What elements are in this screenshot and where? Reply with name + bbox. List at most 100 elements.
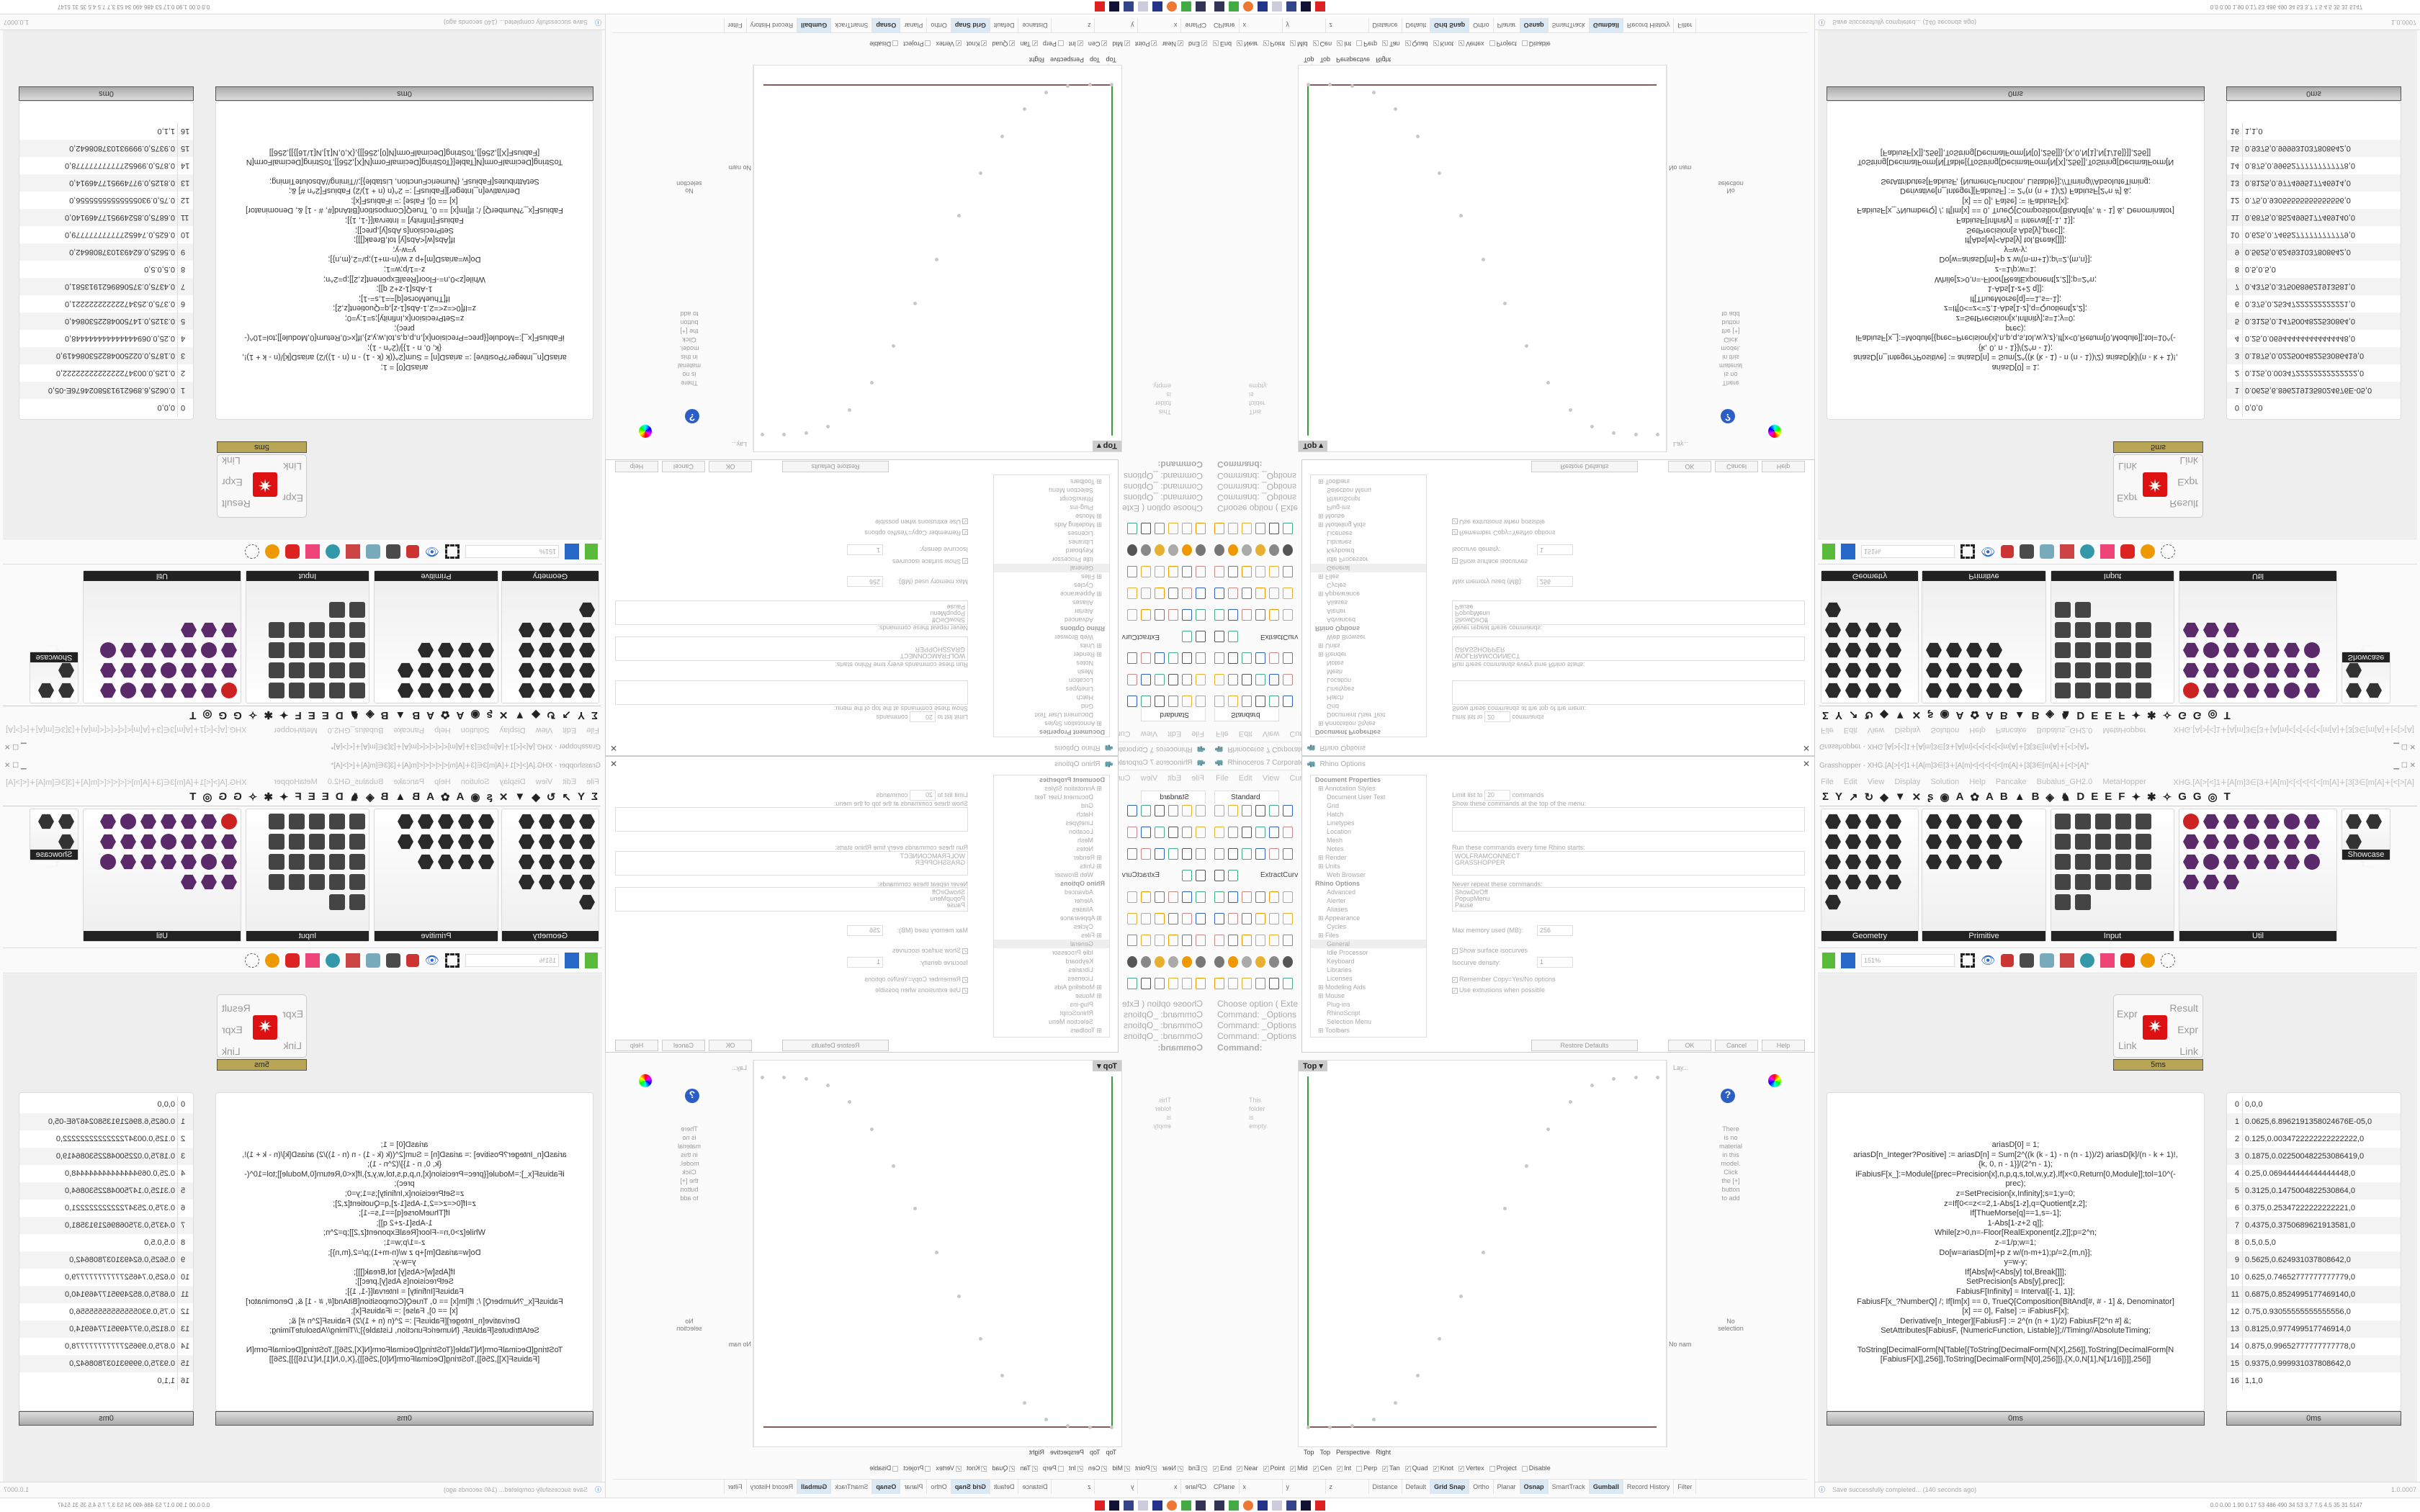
- component-icon[interactable]: [2223, 834, 2239, 850]
- component-icon[interactable]: [1825, 683, 1841, 698]
- component-icon[interactable]: [349, 854, 365, 870]
- rhino-tool-icon[interactable]: [1255, 978, 1265, 989]
- viewport-top[interactable]: Top ▾: [753, 1060, 1122, 1447]
- color-wheel-icon[interactable]: [639, 1074, 652, 1087]
- rhino-tool-icon[interactable]: [1283, 674, 1293, 685]
- options-tree-item[interactable]: ⊞ Appearance: [1311, 914, 1426, 922]
- osnap-disable-checkbox[interactable]: Disable: [869, 40, 899, 48]
- osnap-project-checkbox[interactable]: Project: [903, 1464, 931, 1472]
- gh-tab[interactable]: T: [2223, 709, 2231, 721]
- component-icon[interactable]: [579, 894, 595, 910]
- component-icon[interactable]: [1865, 662, 1881, 678]
- rhino-tool-icon[interactable]: [1269, 978, 1279, 989]
- input-expr[interactable]: Expr: [282, 492, 303, 504]
- gh-tab[interactable]: ✧: [248, 708, 258, 721]
- gh-menu-item[interactable]: MetaHopper: [274, 726, 318, 734]
- component-icon[interactable]: [2223, 642, 2239, 658]
- gh-tab[interactable]: ✦: [279, 791, 289, 804]
- viewport-tab[interactable]: Right: [1376, 1449, 1392, 1456]
- rhino-tool-icon[interactable]: [1168, 805, 1178, 816]
- gh-menu-item[interactable]: MetaHopper: [274, 778, 318, 786]
- rhino-tool-icon[interactable]: [1214, 696, 1224, 707]
- viewport-tab[interactable]: Top: [1319, 56, 1331, 63]
- component-icon[interactable]: [329, 683, 345, 698]
- rhino-tool-icon[interactable]: [1182, 805, 1192, 816]
- gh-menu-item[interactable]: Help: [434, 778, 451, 786]
- gh-canvas[interactable]: Expr Link Result Expr Link ✷ 5ms ariasD[…: [1818, 30, 2417, 538]
- rhino-tool-icon[interactable]: [1214, 913, 1224, 924]
- gh-tab[interactable]: ✱: [2147, 708, 2156, 721]
- status-gumball[interactable]: Gumball: [1589, 18, 1623, 33]
- rhino-tool-icon[interactable]: [1228, 891, 1238, 903]
- component-icon[interactable]: [181, 622, 197, 638]
- input-link[interactable]: Link: [2118, 1040, 2137, 1051]
- component-icon[interactable]: [1946, 814, 1962, 829]
- osnap-near-checkbox[interactable]: ✓Near: [1162, 40, 1183, 48]
- component-icon[interactable]: [161, 662, 176, 678]
- status-filter[interactable]: Filter: [723, 1479, 746, 1494]
- component-icon[interactable]: [201, 854, 217, 870]
- component-icon[interactable]: [559, 622, 575, 638]
- taskbar-app-icon[interactable]: [1181, 1500, 1191, 1511]
- component-icon[interactable]: [289, 814, 305, 829]
- rhino-tool-icon[interactable]: [1127, 588, 1137, 599]
- component-icon[interactable]: [458, 683, 474, 698]
- component-icon[interactable]: [2115, 814, 2131, 829]
- zoom-extents-icon[interactable]: [445, 544, 460, 559]
- viewport-tab[interactable]: Top: [1106, 56, 1116, 63]
- never-repeat-input[interactable]: ShowDirOff PopupMenu Pause: [1452, 887, 1805, 912]
- component-icon[interactable]: [221, 874, 237, 890]
- rhino-tool-icon[interactable]: [1182, 631, 1192, 642]
- result-panel[interactable]: 0 0,0,0 1 0.0625,6.8962191358024676E-05,0 2 0…: [2226, 1092, 2401, 1411]
- component-icon[interactable]: [458, 642, 474, 658]
- rhino-tool-icon[interactable]: [1155, 544, 1165, 556]
- component-icon[interactable]: [2244, 814, 2259, 829]
- component-icon[interactable]: [2203, 662, 2219, 678]
- expand-icon[interactable]: ⊞: [1318, 1027, 1325, 1034]
- limit-input[interactable]: 20: [1484, 790, 1511, 801]
- status-x[interactable]: x: [1240, 1479, 1283, 1494]
- rhino-tool-icon[interactable]: [1141, 956, 1151, 968]
- new-file-icon[interactable]: [1822, 544, 1835, 559]
- max-memory-input[interactable]: 256: [1537, 576, 1573, 587]
- zoom-input[interactable]: 151%: [1861, 545, 1955, 558]
- color-wheel-icon[interactable]: [639, 425, 652, 438]
- gh-tab[interactable]: ✿: [440, 791, 450, 804]
- command-prompt[interactable]: Command:: [1217, 459, 1263, 469]
- status-planar[interactable]: Planar: [1493, 18, 1520, 33]
- gh-tab[interactable]: Y: [1835, 709, 1843, 721]
- gh-menu-item[interactable]: Help: [1969, 778, 1986, 786]
- status-grid-snap[interactable]: Grid Snap: [950, 18, 990, 33]
- options-tree-item[interactable]: Rhino Options: [994, 879, 1109, 888]
- top-menu-commands-input[interactable]: [615, 680, 968, 705]
- options-tree-item[interactable]: Keyboard: [994, 957, 1109, 966]
- cancel-button[interactable]: Cancel: [662, 1040, 705, 1051]
- options-tree-item[interactable]: Notes: [994, 659, 1109, 667]
- component-icon[interactable]: [2007, 683, 2022, 698]
- osnap-tan-checkbox[interactable]: ✓Tan: [1020, 40, 1038, 48]
- gh-menu-item[interactable]: View: [1867, 778, 1885, 786]
- component-icon[interactable]: [2203, 642, 2219, 658]
- rhino-tool-icon[interactable]: [1269, 566, 1279, 577]
- osnap-perp-checkbox[interactable]: Perp: [1356, 1464, 1377, 1472]
- rhino-taskbar-icon[interactable]: [1301, 1500, 1311, 1511]
- rhino-tool-icon[interactable]: [1182, 566, 1192, 577]
- options-tree-item[interactable]: General: [994, 564, 1109, 572]
- rhino-tool-icon[interactable]: [1155, 935, 1165, 946]
- status-osnap[interactable]: Osnap: [1520, 1479, 1549, 1494]
- gh-tab[interactable]: ✦: [2131, 791, 2141, 804]
- component-icon[interactable]: [1926, 662, 1942, 678]
- gh-tab[interactable]: ◈: [366, 708, 375, 721]
- status-default[interactable]: Default: [1402, 18, 1431, 33]
- component-icon[interactable]: [221, 854, 237, 870]
- gh-tab[interactable]: G: [233, 791, 242, 803]
- component-icon[interactable]: [349, 874, 365, 890]
- menu-file[interactable]: File: [1191, 774, 1204, 783]
- options-tree-item[interactable]: Linetypes: [1311, 819, 1426, 827]
- gh-tab[interactable]: ◈: [2045, 708, 2054, 721]
- component-icon[interactable]: [349, 894, 365, 910]
- new-file-icon[interactable]: [585, 544, 598, 559]
- notepad-icon[interactable]: [1138, 1, 1148, 12]
- component-icon[interactable]: [2055, 894, 2071, 910]
- restore-defaults-button[interactable]: Restore Defaults: [782, 1040, 889, 1051]
